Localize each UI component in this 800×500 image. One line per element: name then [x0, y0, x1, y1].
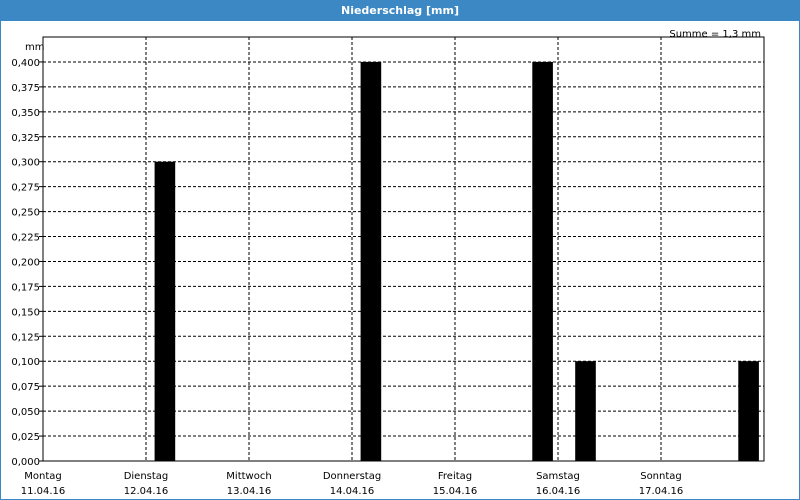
y-tick-label: 0,400 — [11, 58, 40, 69]
y-tick-label: 0,100 — [11, 357, 40, 368]
precipitation-bar — [575, 361, 596, 461]
y-tick-label: 0,375 — [11, 83, 40, 94]
y-tick-label: 0,200 — [11, 257, 40, 268]
y-tick-label: 0,250 — [11, 208, 40, 219]
x-tick-label-date: 16.04.16 — [536, 486, 581, 497]
precipitation-bar — [154, 161, 176, 461]
x-tick-label-day: Dienstag — [124, 471, 169, 482]
sum-annotation: Summe = 1,3 mm — [669, 29, 761, 40]
y-tick-label: 0,050 — [11, 407, 40, 418]
y-tick-label: 0,175 — [11, 282, 40, 293]
x-tick-label-date: 11.04.16 — [21, 486, 66, 497]
y-tick-label: 0,275 — [11, 183, 40, 194]
y-tick-label: 0,350 — [11, 108, 40, 119]
x-tick-label-day: Sonntag — [640, 471, 682, 482]
chart-title: Niederschlag [mm] — [1, 1, 799, 21]
x-tick-label-date: 13.04.16 — [227, 486, 272, 497]
y-tick-label: 0,125 — [11, 332, 40, 343]
axis-layer: 0,000 0,025 0,050 0,075 0,100 0,125 0,150 0,175… — [11, 36, 765, 497]
x-tick-label-date: 15.04.16 — [433, 486, 478, 497]
y-tick-label: 0,075 — [11, 382, 40, 393]
x-tick-label-day: Samstag — [536, 471, 580, 482]
precipitation-bar — [738, 361, 759, 461]
y-tick-label: 0,325 — [11, 133, 40, 144]
x-tick-label-date: 12.04.16 — [124, 486, 169, 497]
x-tick-label-day: Montag — [24, 471, 61, 482]
x-tick-label-day: Freitag — [438, 471, 472, 482]
bar-layer — [154, 61, 759, 462]
precipitation-bar — [532, 61, 553, 462]
y-tick-label: 0,225 — [11, 233, 40, 244]
precipitation-bar — [360, 61, 382, 462]
x-tick-label-date: 14.04.16 — [330, 486, 375, 497]
y-axis-label: mm — [25, 42, 44, 53]
plot-frame — [42, 36, 765, 462]
x-tick-label-day: Mittwoch — [226, 471, 271, 482]
y-tick-label: 0,025 — [11, 432, 40, 443]
y-tick-label: 0,150 — [11, 307, 40, 318]
grid-layer — [43, 37, 764, 461]
x-tick-label-date: 17.04.16 — [639, 486, 684, 497]
x-tick-label-day: Donnerstag — [323, 471, 381, 482]
y-tick-label: 0,000 — [11, 457, 40, 468]
y-tick-label: 0,300 — [11, 158, 40, 169]
